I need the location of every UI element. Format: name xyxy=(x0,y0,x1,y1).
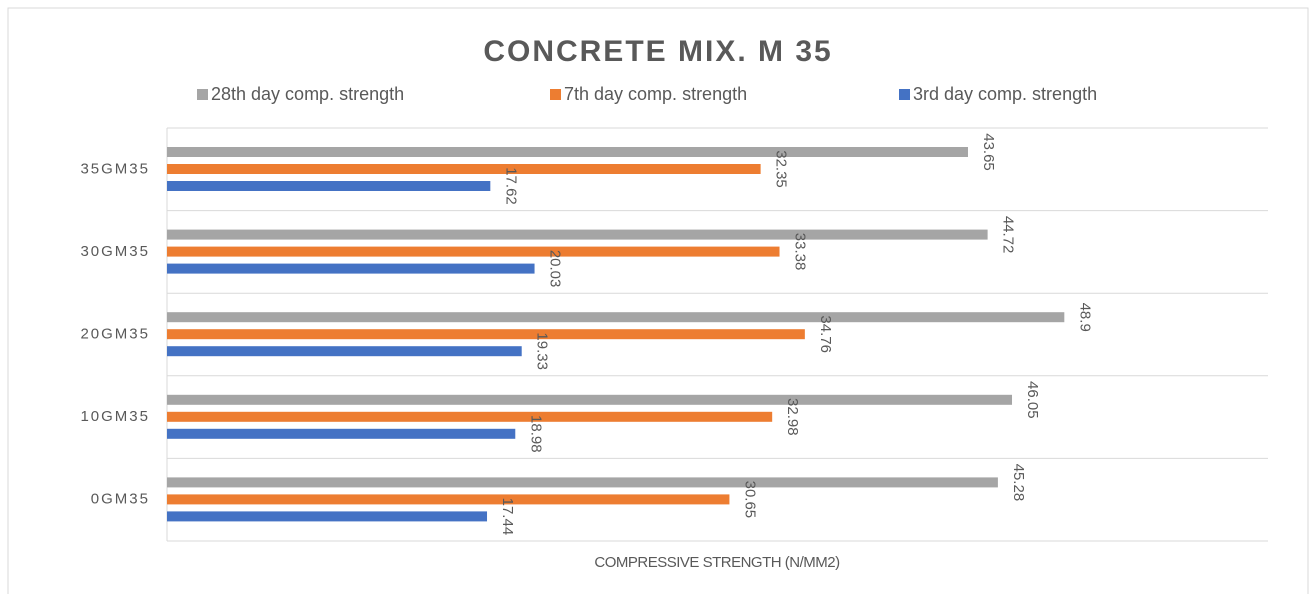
bar xyxy=(167,511,488,522)
y-tick-label: 0GM35 xyxy=(91,491,150,508)
bar xyxy=(167,263,535,274)
bar xyxy=(167,147,968,157)
legend-label: 3rd day comp. strength xyxy=(913,84,1097,104)
data-label: 43.65 xyxy=(980,133,997,171)
data-label: 20.03 xyxy=(547,250,564,288)
bar xyxy=(167,164,761,174)
data-label: 34.76 xyxy=(817,315,834,353)
x-axis-label: COMPRESSIVE STRENGTH (N/MM2) xyxy=(594,554,840,571)
legend-swatch xyxy=(899,89,910,100)
bar xyxy=(167,411,773,422)
data-label: 17.44 xyxy=(499,498,516,536)
data-label: 32.98 xyxy=(784,398,801,436)
data-label: 30.65 xyxy=(741,481,758,519)
bar xyxy=(167,428,516,439)
y-tick-label: 10GM35 xyxy=(80,408,150,425)
bar xyxy=(167,181,491,191)
bar xyxy=(167,329,805,340)
chart-title: CONCRETE MIX. M 35 xyxy=(483,35,832,68)
y-tick-label: 20GM35 xyxy=(80,325,150,342)
y-tick-label: 30GM35 xyxy=(80,243,150,260)
legend-swatch xyxy=(550,89,561,100)
bar xyxy=(167,494,730,505)
bar xyxy=(167,229,988,240)
data-label: 18.98 xyxy=(527,415,544,453)
bar xyxy=(167,346,522,357)
y-tick-label: 35GM35 xyxy=(80,160,150,177)
data-label: 33.38 xyxy=(792,233,809,271)
bar xyxy=(167,477,998,488)
legend-label: 7th day comp. strength xyxy=(564,84,747,104)
legend-label: 28th day comp. strength xyxy=(211,84,404,104)
data-label: 44.72 xyxy=(1000,216,1017,254)
data-label: 48.9 xyxy=(1076,303,1093,332)
data-label: 17.62 xyxy=(502,167,519,205)
data-label: 45.28 xyxy=(1010,464,1027,502)
bar xyxy=(167,312,1065,323)
data-label: 46.05 xyxy=(1024,381,1041,419)
data-label: 32.35 xyxy=(773,150,790,188)
data-label: 19.33 xyxy=(534,332,551,370)
bar xyxy=(167,394,1013,405)
bar xyxy=(167,246,780,257)
legend-swatch xyxy=(197,89,208,100)
